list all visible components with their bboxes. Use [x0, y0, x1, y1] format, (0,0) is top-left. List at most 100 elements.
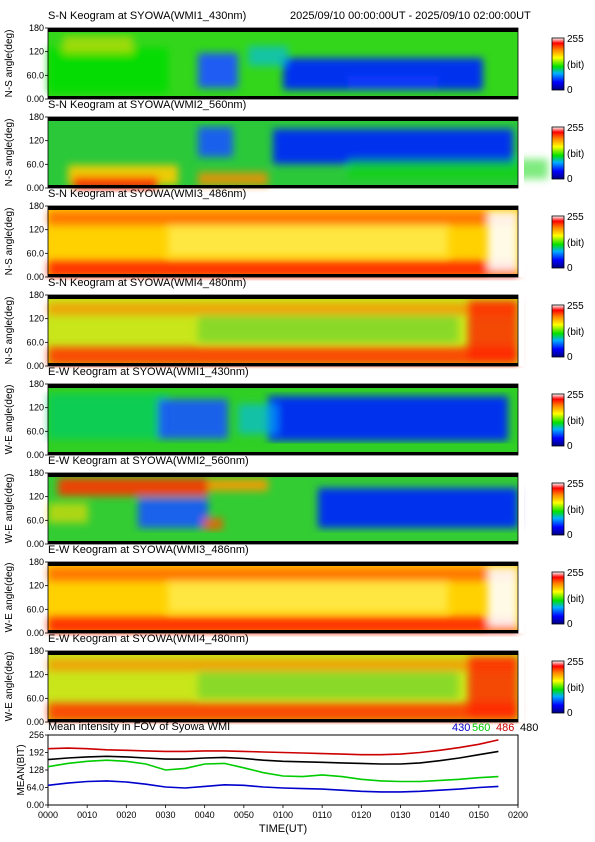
angle-tick-label: 180 — [29, 379, 44, 389]
x-tick-label: 0130 — [390, 810, 410, 820]
keogram-ylabel: W-E angle(deg) — [4, 652, 15, 722]
keogram-title: S-N Keogram at SYOWA(WMI4_480nm) — [48, 277, 246, 289]
angle-tick-label: 0.00 — [26, 183, 44, 193]
angle-tick-label: 0.00 — [26, 450, 44, 460]
keogram-panel: S-N Keogram at SYOWA(WMI1_430nm) 0.00 60.0… — [4, 10, 584, 104]
x-tick-label: 0140 — [430, 810, 450, 820]
x-tick-label: 0200 — [508, 810, 528, 820]
angle-tick-label: 120 — [29, 47, 44, 57]
angle-tick-label: 120 — [29, 670, 44, 680]
colorbar-max-label: 255 — [567, 479, 584, 490]
angle-tick-label: 180 — [29, 112, 44, 122]
legend-entry-486: 486 — [496, 722, 514, 734]
keogram-image — [47, 561, 524, 634]
keogram-panel: S-N Keogram at SYOWA(WMI2_560nm) 0.00 60.0… — [4, 99, 584, 193]
keogram-ylabel: N-S angle(deg) — [4, 119, 15, 187]
keogram-image — [47, 650, 524, 723]
angle-tick-label: 120 — [29, 225, 44, 235]
y-tick-label: 64.0 — [26, 783, 44, 793]
colorbar-max-label: 255 — [567, 568, 584, 579]
series-line-486 — [48, 739, 499, 756]
x-tick-label: 0020 — [116, 810, 136, 820]
angle-tick-label: 120 — [29, 314, 44, 324]
colorbar: 255 (bit) 0 — [551, 568, 584, 630]
mean-plot-legend: 430 560 486 480 — [452, 722, 538, 734]
angle-tick-label: 60.0 — [26, 604, 44, 614]
x-tick-label: 0030 — [155, 810, 175, 820]
keogram-panel: E-W Keogram at SYOWA(WMI4_480nm) 0.00 60.0… — [4, 633, 584, 727]
keogram-panel: S-N Keogram at SYOWA(WMI4_480nm) 0.00 60.0… — [4, 277, 584, 371]
angle-tick-label: 0.00 — [26, 539, 44, 549]
legend-entry-480: 480 — [520, 722, 538, 734]
x-tick-label: 0050 — [234, 810, 254, 820]
series-line-480 — [48, 750, 499, 765]
colorbar-min-label: 0 — [567, 174, 573, 185]
angle-tick-label: 120 — [29, 581, 44, 591]
angle-tick-label: 180 — [29, 557, 44, 567]
colorbar-min-label: 0 — [567, 263, 573, 274]
x-tick-label: 0010 — [77, 810, 97, 820]
colorbar-unit-label: (bit) — [567, 416, 584, 427]
keogram-panel: E-W Keogram at SYOWA(WMI1_430nm) 0.00 60.0… — [4, 366, 584, 460]
angle-tick-label: 0.00 — [26, 628, 44, 638]
x-tick-label: 0110 — [312, 810, 331, 820]
colorbar: 255 (bit) 0 — [551, 479, 584, 541]
x-tick-label: 0000 — [38, 810, 58, 820]
keogram-title: E-W Keogram at SYOWA(WMI4_480nm) — [48, 633, 249, 645]
legend-entry-560: 560 — [472, 722, 490, 734]
keogram-panel: S-N Keogram at SYOWA(WMI3_486nm) 0.00 60.0… — [4, 188, 584, 282]
keogram-ylabel: W-E angle(deg) — [4, 563, 15, 633]
colorbar-min-label: 0 — [567, 619, 573, 630]
colorbar-min-label: 0 — [567, 530, 573, 541]
keogram-image — [47, 294, 524, 367]
angle-tick-label: 60.0 — [26, 337, 44, 347]
keogram-title: E-W Keogram at SYOWA(WMI3_486nm) — [48, 544, 249, 556]
angle-tick-label: 60.0 — [26, 426, 44, 436]
mean-plot-title: Mean intensity in FOV of Syowa WMI — [48, 721, 230, 733]
keogram-image — [47, 383, 524, 456]
keogram-title: S-N Keogram at SYOWA(WMI3_486nm) — [48, 188, 246, 200]
time-range-header: 2025/09/10 00:00:00UT - 2025/09/10 02:00… — [290, 10, 531, 22]
colorbar-max-label: 255 — [567, 34, 584, 45]
x-tick-label: 0040 — [195, 810, 215, 820]
colorbar: 255 (bit) 0 — [551, 657, 584, 719]
colorbar: 255 (bit) 0 — [551, 123, 584, 185]
colorbar-max-label: 255 — [567, 123, 584, 134]
keogram-image — [47, 472, 524, 545]
angle-tick-label: 60.0 — [26, 693, 44, 703]
keogram-title: S-N Keogram at SYOWA(WMI2_560nm) — [48, 99, 246, 111]
angle-tick-label: 120 — [29, 492, 44, 502]
colorbar-min-label: 0 — [567, 352, 573, 363]
colorbar: 255 (bit) 0 — [551, 390, 584, 452]
mean-plot-xlabel: TIME(UT) — [259, 823, 307, 835]
x-tick-label: 0120 — [351, 810, 371, 820]
colorbar: 255 (bit) 0 — [551, 212, 584, 274]
angle-tick-label: 120 — [29, 403, 44, 413]
keogram-ylabel: N-S angle(deg) — [4, 208, 15, 276]
colorbar: 255 (bit) 0 — [551, 301, 584, 363]
colorbar-max-label: 255 — [567, 301, 584, 312]
colorbar-max-label: 255 — [567, 390, 584, 401]
angle-tick-label: 60.0 — [26, 515, 44, 525]
colorbar-min-label: 0 — [567, 708, 573, 719]
colorbar-unit-label: (bit) — [567, 505, 584, 516]
keogram-ylabel: W-E angle(deg) — [4, 385, 15, 455]
x-tick-label: 0150 — [469, 810, 489, 820]
colorbar-min-label: 0 — [567, 441, 573, 452]
y-tick-label: 0.00 — [26, 800, 44, 810]
y-tick-label: 128 — [29, 765, 44, 775]
keogram-ylabel: N-S angle(deg) — [4, 297, 15, 365]
y-tick-label: 192 — [29, 748, 44, 758]
angle-tick-label: 180 — [29, 646, 44, 656]
angle-tick-label: 180 — [29, 201, 44, 211]
angle-tick-label: 180 — [29, 23, 44, 33]
series-line-430 — [48, 780, 499, 793]
colorbar-min-label: 0 — [567, 85, 573, 96]
keogram-title: E-W Keogram at SYOWA(WMI1_430nm) — [48, 366, 249, 378]
legend-entry-430: 430 — [452, 722, 470, 734]
colorbar-unit-label: (bit) — [567, 594, 584, 605]
angle-tick-label: 60.0 — [26, 159, 44, 169]
keogram-ylabel: N-S angle(deg) — [4, 30, 15, 98]
colorbar-unit-label: (bit) — [567, 149, 584, 160]
angle-tick-label: 0.00 — [26, 272, 44, 282]
